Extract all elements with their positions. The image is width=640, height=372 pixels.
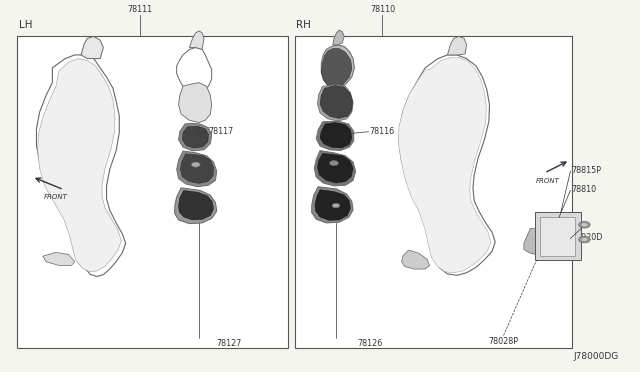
Polygon shape: [320, 86, 353, 118]
Text: 78810: 78810: [572, 185, 597, 194]
Polygon shape: [43, 253, 75, 265]
Polygon shape: [317, 84, 353, 121]
Polygon shape: [38, 59, 121, 272]
Text: 78126: 78126: [357, 339, 382, 348]
Polygon shape: [321, 45, 355, 88]
Text: 78116: 78116: [370, 127, 395, 136]
Polygon shape: [320, 122, 352, 148]
Text: 78110: 78110: [370, 5, 395, 14]
Text: FRONT: FRONT: [536, 178, 560, 184]
Circle shape: [579, 221, 590, 228]
Polygon shape: [401, 251, 429, 269]
Polygon shape: [316, 121, 354, 151]
Bar: [294, 36, 572, 349]
Polygon shape: [399, 55, 495, 275]
Polygon shape: [36, 55, 125, 276]
Text: FRONT: FRONT: [44, 194, 67, 200]
Text: LH: LH: [19, 20, 33, 31]
Polygon shape: [333, 30, 344, 45]
Polygon shape: [317, 154, 353, 183]
Text: RH: RH: [296, 20, 311, 31]
Polygon shape: [180, 154, 214, 183]
Polygon shape: [177, 48, 212, 96]
Text: 78815P: 78815P: [572, 166, 602, 175]
Polygon shape: [179, 123, 212, 151]
Circle shape: [582, 223, 587, 226]
Polygon shape: [315, 190, 351, 220]
Text: 78028P: 78028P: [488, 337, 518, 346]
Text: 78117: 78117: [209, 127, 234, 136]
Polygon shape: [177, 151, 217, 187]
Polygon shape: [398, 58, 491, 273]
Polygon shape: [81, 36, 103, 59]
Polygon shape: [189, 31, 204, 49]
Circle shape: [330, 161, 339, 166]
Circle shape: [332, 203, 340, 208]
Polygon shape: [179, 83, 212, 122]
Text: 78020D: 78020D: [572, 233, 603, 242]
Bar: [536, 212, 581, 260]
Circle shape: [582, 238, 587, 241]
Polygon shape: [179, 190, 214, 220]
Polygon shape: [175, 188, 217, 224]
Text: 78111: 78111: [128, 5, 153, 14]
Polygon shape: [314, 151, 356, 186]
Polygon shape: [524, 228, 536, 254]
Polygon shape: [447, 36, 467, 55]
Polygon shape: [182, 126, 209, 148]
Polygon shape: [321, 49, 352, 87]
Circle shape: [579, 236, 590, 243]
Text: J78000DG: J78000DG: [573, 352, 618, 361]
Bar: [17, 36, 288, 349]
Text: 78127: 78127: [217, 339, 242, 348]
Bar: [540, 217, 575, 256]
Circle shape: [191, 162, 200, 167]
Polygon shape: [312, 187, 353, 223]
